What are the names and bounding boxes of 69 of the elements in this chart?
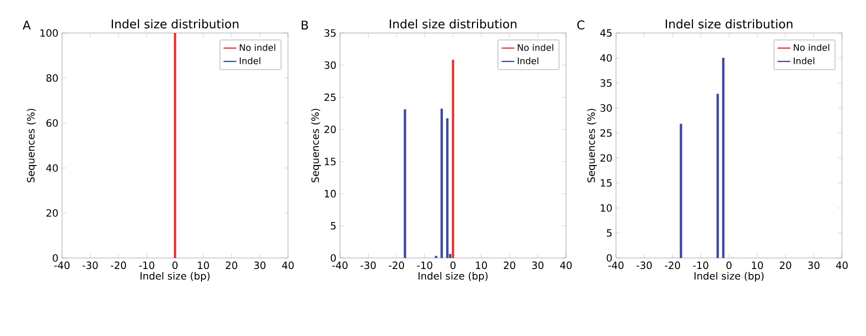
x-tick-label: -40 [608, 262, 624, 270]
y-tick-label: 25 [324, 93, 336, 102]
text: B [302, 20, 308, 30]
x-axis-title: Indel size (bp) [418, 272, 488, 282]
x-tick-label: -20 [388, 262, 404, 270]
text: A [22, 20, 31, 30]
x-tick-label: -30 [82, 262, 98, 270]
y-tick-label: 0 [330, 254, 336, 262]
x-tick-label: 30 [808, 262, 820, 270]
x-tick-label: 40 [560, 262, 572, 270]
y-tick-label: 35 [324, 29, 336, 37]
legend-label: No indel [240, 44, 276, 51]
chart-title: Indel size distribution [390, 19, 516, 28]
x-tick-label: -30 [360, 262, 376, 270]
x-tick-label: 40 [282, 262, 294, 270]
y-tick-label: 80 [46, 74, 58, 82]
x-tick-label: 10 [752, 262, 763, 270]
y-tick-label: 0 [52, 254, 58, 262]
x-tick-label: 30 [254, 262, 266, 270]
y-tick-label: 20 [324, 126, 336, 134]
legend-label: No indel [518, 44, 554, 51]
x-tick-label: 20 [504, 262, 516, 270]
chart-title: Indel size distribution [112, 19, 238, 28]
x-tick-label: 10 [198, 262, 209, 270]
y-tick-label: 10 [324, 190, 336, 198]
x-tick-label: 0 [450, 262, 456, 270]
y-axis-title: Sequences (%) [587, 108, 597, 182]
y-tick-label: 5 [330, 222, 336, 230]
y-tick-label: 15 [600, 179, 612, 187]
y-tick-label: 60 [46, 119, 58, 127]
x-tick-label: -30 [636, 262, 652, 270]
y-tick-label: 30 [600, 104, 612, 112]
x-axis-title: Indel size (bp) [140, 272, 210, 282]
y-tick-label: 30 [324, 61, 336, 69]
x-tick-label: -10 [417, 262, 432, 270]
y-tick-label: 35 [600, 79, 612, 87]
y-tick-label: 25 [600, 129, 612, 137]
x-tick-label: -40 [332, 262, 348, 270]
y-tick-label: 10 [600, 204, 612, 212]
legend-label: Indel [240, 57, 260, 64]
y-tick-label: 20 [600, 154, 612, 162]
x-tick-label: -10 [139, 262, 154, 270]
y-tick-label: 100 [40, 29, 58, 37]
chart-title: Indel size distribution [666, 19, 792, 28]
x-axis-title: Indel size (bp) [694, 272, 764, 282]
x-tick-label: -20 [110, 262, 126, 270]
x-tick-label: -40 [54, 262, 70, 270]
legend-label: No indel [794, 44, 830, 51]
y-tick-label: 45 [600, 29, 612, 37]
y-tick-label: 40 [46, 164, 58, 172]
legend-label: Indel [518, 57, 538, 64]
y-tick-label: 20 [46, 209, 58, 217]
x-tick-label: -20 [664, 262, 680, 270]
x-tick-label: 10 [476, 262, 487, 270]
y-tick-label: 15 [324, 158, 336, 166]
y-tick-label: 40 [600, 54, 612, 62]
y-axis-title: Sequences (%) [26, 108, 37, 182]
x-tick-label: 0 [726, 262, 732, 270]
x-tick-label: -10 [693, 262, 708, 270]
x-tick-label: 0 [172, 262, 178, 270]
text: C [577, 20, 584, 30]
x-tick-label: 20 [226, 262, 238, 270]
y-tick-label: 5 [606, 229, 612, 237]
y-axis-title: Sequences (%) [311, 108, 321, 182]
x-tick-label: 40 [836, 262, 848, 270]
x-tick-label: 30 [532, 262, 544, 270]
legend-label: Indel [794, 57, 814, 64]
x-tick-label: 20 [780, 262, 792, 270]
y-tick-label: 0 [606, 254, 612, 262]
